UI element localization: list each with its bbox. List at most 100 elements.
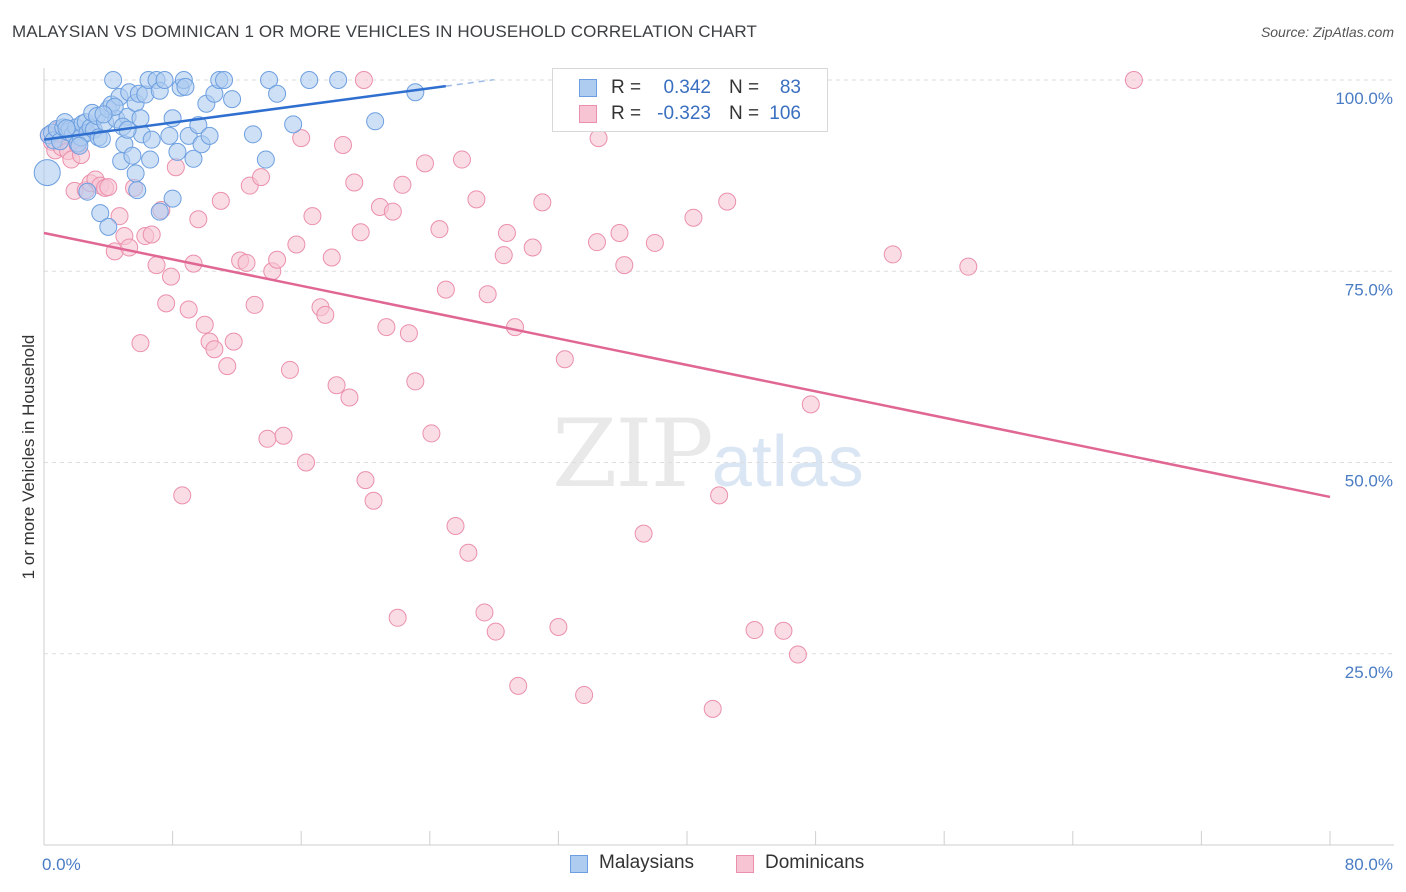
legend-label-malaysians: Malaysians [599, 852, 695, 873]
dominican-point [415, 154, 434, 173]
dominican-point [252, 168, 271, 187]
dominican-point [340, 388, 359, 407]
dominican-point [120, 238, 139, 257]
dominican-point [801, 395, 820, 414]
malaysian-point [160, 126, 179, 145]
malaysians-trend-line [43, 84, 447, 141]
legend-row-malaysians: R = 0.342 N = 83 [553, 75, 827, 101]
malaysian-point [33, 159, 61, 187]
dominican-point [610, 224, 629, 242]
watermark-zip: ZIP [552, 400, 714, 509]
malaysian-point [366, 112, 385, 131]
dominican-point [179, 300, 198, 319]
malaysian-point [155, 71, 174, 89]
grid-lines [44, 79, 1394, 655]
legend-r-label: R = [611, 103, 642, 124]
dominicans-trend-line [43, 231, 1331, 499]
malaysian-point [99, 217, 118, 236]
dominican-point [399, 324, 418, 343]
legend-swatch-blue [570, 855, 588, 873]
malaysian-point [91, 204, 110, 223]
malaysian-point [329, 71, 348, 89]
dominican-point [486, 622, 505, 641]
dominican-point [430, 220, 449, 239]
dominican-point [157, 294, 176, 313]
dominican-point [351, 223, 370, 242]
y-axis-title: 1 or more Vehicles in Household [19, 335, 38, 580]
legend-r-value: 0.342 [663, 77, 711, 98]
legend-n-value: 106 [769, 103, 801, 124]
malaysian-point [260, 71, 279, 89]
stats-legend: R = 0.342 N = 83 R = -0.323 N = 106 [552, 68, 828, 132]
dominican-point [505, 318, 524, 337]
malaysians-points [33, 71, 425, 236]
legend-n-value: 83 [779, 77, 801, 98]
dominican-point [245, 295, 264, 314]
dominican-point [549, 617, 568, 636]
dominican-point [131, 334, 150, 353]
dominican-point [478, 285, 497, 304]
malaysian-point [57, 119, 76, 138]
dominican-point [377, 318, 396, 337]
malaysian-point [215, 71, 234, 89]
malaysian-point [126, 164, 145, 183]
dominican-point [303, 207, 322, 226]
malaysian-point [70, 136, 89, 155]
malaysian-point [268, 84, 287, 103]
legend-n-label: N = [729, 103, 760, 124]
dominican-point [575, 686, 594, 705]
dominican-point [710, 486, 729, 505]
dominican-point [322, 248, 341, 267]
dominican-point [327, 376, 346, 395]
dominican-point [292, 129, 311, 148]
malaysian-point [78, 182, 97, 201]
axes [43, 68, 1394, 846]
dominican-point [587, 233, 606, 252]
dominican-point [745, 621, 764, 640]
x-tick-label-right: 80.0% [1345, 855, 1393, 874]
legend-r-label: R = [611, 77, 642, 98]
dominican-point [333, 136, 352, 155]
dominican-point [268, 250, 287, 269]
malaysian-point [300, 71, 319, 89]
dominican-point [110, 207, 129, 226]
trend-lines [43, 78, 1331, 499]
source-label: Source: ZipAtlas.com [1260, 24, 1394, 40]
legend-label-dominicans: Dominicans [765, 852, 865, 873]
dominican-point [788, 645, 807, 664]
malaysian-point [256, 150, 275, 169]
legend-r-value: -0.323 [657, 103, 711, 124]
malaysian-point [128, 181, 147, 200]
dominican-point [703, 699, 722, 718]
dominican-point [959, 257, 978, 276]
dominican-point [195, 315, 214, 334]
dominican-point [211, 191, 230, 210]
dominican-point [287, 235, 306, 254]
malaysian-point [223, 90, 242, 109]
malaysian-point [123, 146, 142, 165]
malaysian-point [94, 105, 113, 124]
dominican-point [218, 357, 237, 376]
dominican-point [452, 150, 471, 169]
y-tick-label: 25.0% [1345, 663, 1393, 682]
malaysian-point [168, 142, 187, 161]
legend-n-label: N = [729, 77, 760, 98]
axis-labels: 25.0% 50.0% 75.0% 100.0% 0.0% 80.0% 1 or more … [19, 89, 1393, 874]
malaysian-point [200, 126, 219, 145]
dominican-point [280, 360, 299, 379]
dominican-point [446, 516, 465, 535]
malaysian-point [141, 150, 160, 169]
dominicans-points [39, 71, 1143, 718]
legend-swatch-pink [579, 105, 597, 123]
malaysian-point [104, 71, 123, 89]
dominican-point [189, 210, 208, 229]
dominican-point [555, 350, 574, 369]
dominican-point [718, 192, 737, 211]
dominican-point [774, 621, 793, 640]
dominican-point [494, 246, 513, 265]
dominican-point [634, 524, 653, 543]
y-tick-label: 50.0% [1345, 472, 1393, 491]
dominican-point [497, 224, 516, 242]
malaysian-point [176, 77, 195, 96]
